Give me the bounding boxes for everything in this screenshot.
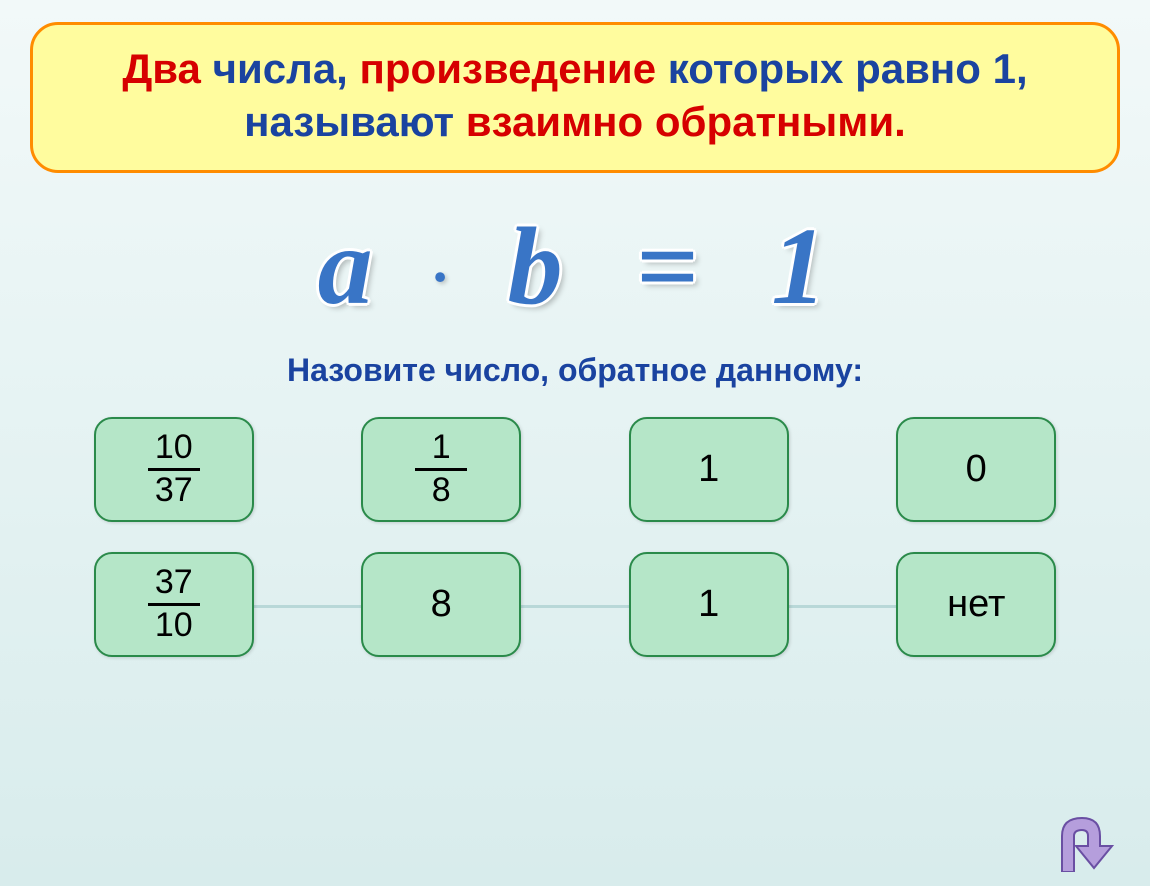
answer-card-0[interactable]: 3710 xyxy=(94,552,254,657)
fraction-denominator: 10 xyxy=(153,608,195,644)
fraction: 18 xyxy=(415,430,467,508)
fraction-denominator: 37 xyxy=(153,473,195,509)
equation-a: a xyxy=(318,205,379,327)
cards-row-questions: 10371810 xyxy=(40,417,1110,522)
fraction: 1037 xyxy=(148,430,200,508)
answer-card-2[interactable]: 1 xyxy=(629,552,789,657)
card-value: 8 xyxy=(431,583,452,626)
question-card-3[interactable]: 0 xyxy=(896,417,1056,522)
back-button[interactable] xyxy=(1042,806,1120,872)
fraction-numerator: 1 xyxy=(430,430,453,466)
fraction-numerator: 37 xyxy=(153,565,195,601)
question-card-0[interactable]: 1037 xyxy=(94,417,254,522)
cards-row-answers: 371081нет xyxy=(40,552,1110,657)
equation-dot: · xyxy=(412,244,474,310)
answer-card-1[interactable]: 8 xyxy=(361,552,521,657)
definition-box: Два числа, произведение которых равно 1,… xyxy=(30,22,1120,173)
equation-b: b xyxy=(508,205,569,327)
fraction: 3710 xyxy=(148,565,200,643)
card-value: 1 xyxy=(698,583,719,626)
card-value: нет xyxy=(947,583,1005,626)
answer-card-3[interactable]: нет xyxy=(896,552,1056,657)
prompt-text: Назовите число, обратное данному: xyxy=(0,352,1150,389)
equation-one: 1 xyxy=(771,205,832,327)
definition-text: Два числа, произведение которых равно 1,… xyxy=(122,45,1027,145)
card-value: 0 xyxy=(966,448,987,491)
question-card-1[interactable]: 18 xyxy=(361,417,521,522)
equation: a · b = 1 xyxy=(0,203,1150,330)
fraction-numerator: 10 xyxy=(153,430,195,466)
u-turn-arrow-icon xyxy=(1042,806,1120,872)
fraction-denominator: 8 xyxy=(430,473,453,509)
question-card-2[interactable]: 1 xyxy=(629,417,789,522)
card-value: 1 xyxy=(698,448,719,491)
equation-equals: = xyxy=(602,205,738,327)
